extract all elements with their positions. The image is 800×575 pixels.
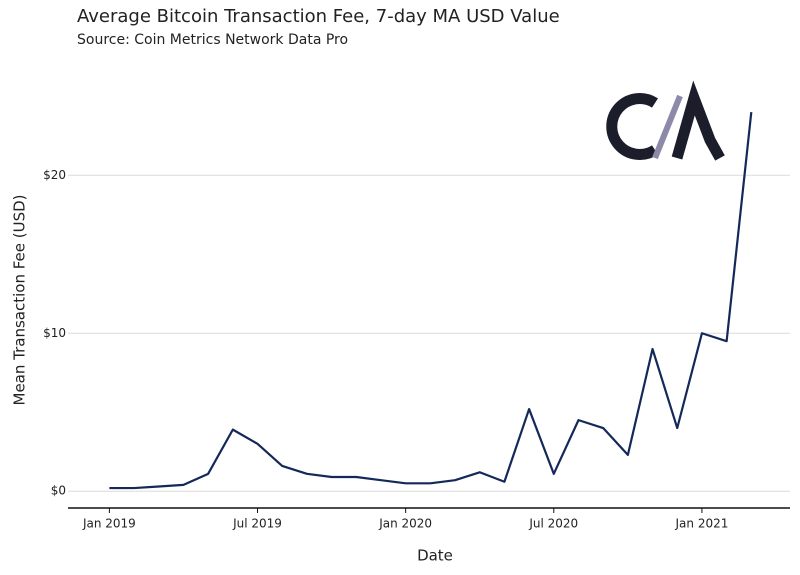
x-tick-label: Jul 2019 <box>232 517 282 531</box>
y-tick-label: $20 <box>43 168 66 182</box>
y-tick-label: $10 <box>43 326 66 340</box>
x-tick-label: Jan 2020 <box>378 517 432 531</box>
logo-m <box>671 80 725 161</box>
logo-slash <box>652 94 683 160</box>
y-axis-label: Mean Transaction Fee (USD) <box>11 194 29 405</box>
y-tick-label: $0 <box>51 484 66 498</box>
logo <box>606 80 725 161</box>
x-tick-label: Jul 2020 <box>528 517 578 531</box>
chart-title: Average Bitcoin Transaction Fee, 7-day M… <box>77 6 560 27</box>
chart-subtitle: Source: Coin Metrics Network Data Pro <box>77 32 348 48</box>
x-tick-label: Jan 2019 <box>82 517 136 531</box>
x-axis-label: Date <box>417 547 453 565</box>
logo-c <box>606 93 658 160</box>
x-tick-label: Jan 2021 <box>675 517 729 531</box>
data-line <box>109 111 753 490</box>
